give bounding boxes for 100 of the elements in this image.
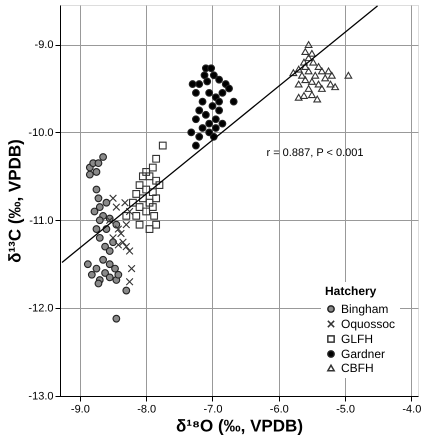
point (148, 203, 157, 211)
point (289, 69, 298, 76)
point (129, 198, 137, 207)
point (101, 269, 109, 277)
point (225, 84, 233, 92)
point (94, 159, 102, 168)
point (99, 153, 107, 161)
point (146, 198, 154, 207)
point (192, 88, 200, 97)
point (308, 50, 316, 57)
point (215, 106, 224, 114)
point (96, 203, 104, 211)
point (122, 212, 130, 220)
point (122, 286, 130, 294)
y-tick-label: -10.0 (28, 126, 54, 139)
point (314, 63, 322, 70)
point (122, 220, 130, 229)
point (114, 270, 122, 279)
point (318, 85, 326, 92)
point (136, 181, 144, 190)
point (301, 63, 310, 70)
point (152, 220, 160, 229)
legend-label: Oquossoc (341, 317, 396, 331)
x-tick-label: -5.0 (336, 404, 356, 416)
point (218, 120, 226, 128)
y-axis-title: δ¹³C (‰, VPDB) (5, 139, 24, 263)
point (192, 115, 200, 124)
point (101, 242, 109, 251)
point (158, 142, 167, 150)
point (99, 256, 107, 264)
point (202, 110, 210, 119)
point (300, 92, 308, 99)
point (92, 264, 100, 272)
point (309, 58, 318, 66)
point (106, 260, 114, 268)
point (142, 186, 150, 194)
point (308, 91, 316, 98)
point (188, 80, 196, 88)
point (114, 225, 122, 233)
point (138, 194, 147, 202)
point (294, 66, 303, 73)
point (84, 260, 92, 268)
point (215, 76, 224, 84)
point (146, 172, 154, 180)
point (313, 96, 322, 102)
point (122, 242, 130, 251)
point (132, 212, 140, 220)
point (203, 78, 212, 86)
legend-label: Bingham (341, 302, 388, 316)
annotation: r = 0.887, P < 0.001 (266, 147, 364, 159)
point (156, 181, 164, 190)
x-tick-label: -8.0 (137, 404, 156, 416)
point (212, 124, 220, 132)
x-tick-label: -7.0 (203, 404, 222, 416)
point (112, 203, 120, 211)
point (205, 88, 214, 97)
point (304, 41, 313, 48)
point (195, 132, 204, 141)
point (126, 208, 134, 216)
point (212, 115, 220, 124)
point (150, 212, 158, 220)
point (321, 74, 330, 82)
point (138, 172, 147, 180)
point (198, 124, 206, 132)
y-tick-label: -9.0 (34, 39, 54, 52)
point (344, 72, 352, 79)
point (208, 102, 216, 110)
x-axis-title: δ¹⁸O (‰, VPDB) (176, 416, 303, 436)
point (126, 278, 134, 286)
point (192, 142, 200, 150)
x-tick-label: -6.0 (270, 404, 289, 416)
point (304, 54, 313, 62)
point (324, 67, 332, 74)
point (136, 203, 144, 211)
point (111, 264, 119, 272)
point (142, 168, 150, 176)
point (195, 80, 204, 88)
point (298, 72, 306, 79)
point (205, 120, 214, 128)
point (294, 94, 303, 101)
point (94, 280, 102, 288)
point (311, 72, 320, 79)
legend-label: Gardner (341, 347, 386, 361)
point (304, 67, 313, 74)
point (128, 264, 136, 272)
point (152, 176, 160, 185)
point (96, 216, 104, 224)
point (109, 234, 117, 242)
point (109, 194, 117, 202)
point (86, 170, 94, 178)
point (136, 220, 144, 229)
point (215, 98, 224, 106)
y-tick-label: -13.0 (28, 390, 54, 402)
point (92, 225, 100, 233)
point (195, 106, 204, 114)
point (205, 128, 214, 136)
point (300, 58, 308, 66)
point (230, 98, 238, 106)
point (146, 225, 154, 233)
point (318, 67, 326, 74)
